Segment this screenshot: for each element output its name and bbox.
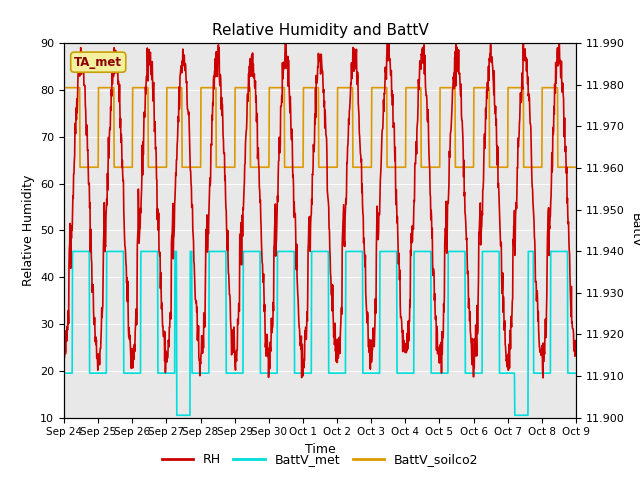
X-axis label: Time: Time: [305, 443, 335, 456]
Title: Relative Humidity and BattV: Relative Humidity and BattV: [212, 23, 428, 38]
Text: TA_met: TA_met: [74, 56, 122, 69]
Y-axis label: BattV: BattV: [628, 213, 640, 248]
Y-axis label: Relative Humidity: Relative Humidity: [22, 175, 35, 286]
Legend: RH, BattV_met, BattV_soilco2: RH, BattV_met, BattV_soilco2: [157, 448, 483, 471]
